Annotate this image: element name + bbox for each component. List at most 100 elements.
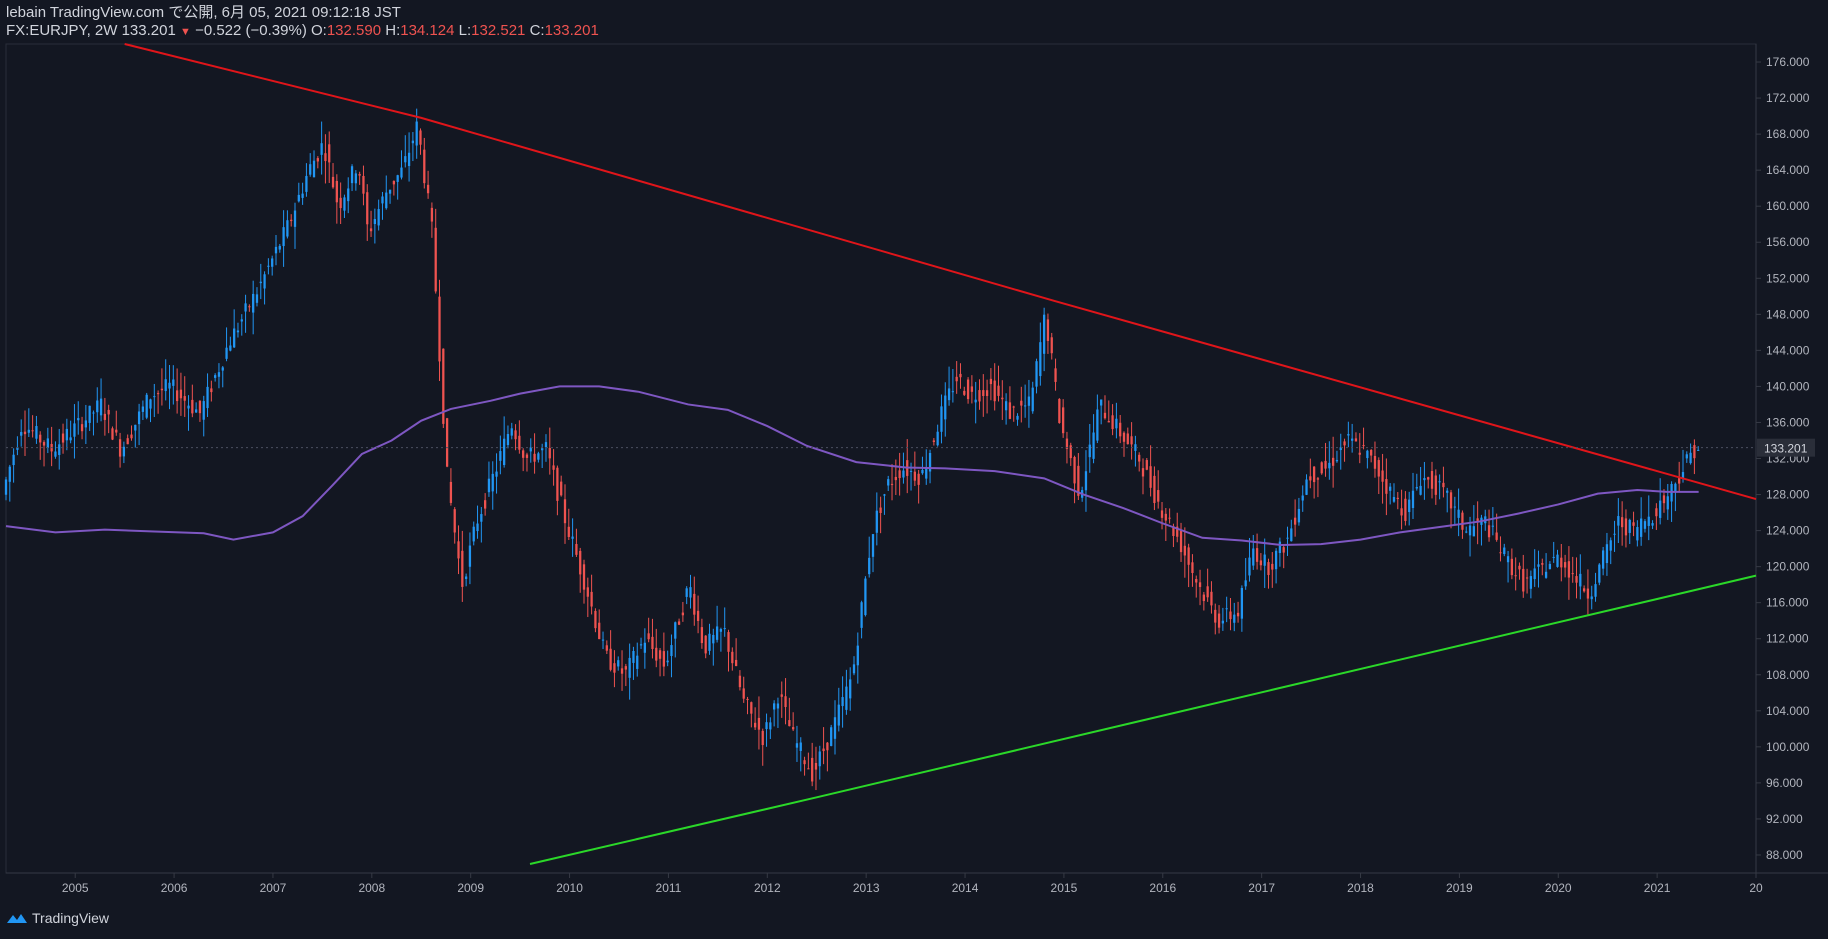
candle-body: [118, 439, 122, 457]
tradingview-logo-icon: [7, 914, 27, 923]
candle-body: [1138, 454, 1141, 462]
candle-body: [309, 164, 312, 175]
x-tick-label: 2009: [457, 881, 484, 895]
candle-body: [134, 424, 137, 431]
candle-body: [1119, 422, 1122, 437]
candle-body: [1358, 452, 1361, 455]
candle-body: [845, 686, 848, 710]
x-tick-label: 2010: [556, 881, 583, 895]
y-tick-label: 96.000: [1766, 776, 1803, 790]
footer-brand[interactable]: TradingView: [6, 910, 109, 926]
candle-body: [274, 246, 278, 254]
candle-body: [1655, 508, 1658, 517]
candle-body: [1278, 541, 1282, 553]
candle-body: [632, 651, 635, 663]
candle-body: [1046, 319, 1050, 341]
candle-body: [96, 400, 99, 413]
candle-body: [818, 751, 821, 767]
candle-body: [944, 395, 947, 420]
candle-body: [947, 388, 951, 401]
candles-group: [4, 108, 1700, 791]
candle-body: [503, 438, 506, 466]
x-tick-label: 2008: [358, 881, 385, 895]
candle-body: [42, 442, 46, 446]
candle-body: [1685, 454, 1688, 459]
candle-body: [1624, 518, 1628, 536]
candle-body: [849, 679, 852, 699]
candle-body: [1062, 407, 1065, 434]
candle-body: [750, 702, 753, 714]
candle-body: [1255, 548, 1259, 562]
candle-body: [1442, 482, 1445, 488]
candle-body: [1541, 563, 1544, 565]
candle-body: [1423, 478, 1426, 481]
candle-body: [533, 453, 536, 462]
candle-body: [1058, 398, 1061, 423]
candle-body: [575, 543, 578, 555]
candle-body: [69, 437, 72, 441]
candle-body: [293, 210, 297, 227]
y-tick-label: 144.000: [1766, 343, 1810, 357]
candle-body: [1430, 471, 1434, 489]
candle-body: [1601, 550, 1605, 569]
candle-body: [404, 156, 407, 163]
candle-body: [343, 197, 346, 211]
candle-body: [179, 389, 183, 399]
candle-body: [1548, 563, 1552, 570]
candle-body: [1522, 568, 1525, 592]
candle-body: [715, 626, 719, 640]
candle-body: [955, 376, 958, 382]
brand-label: TradingView: [32, 910, 110, 926]
y-tick-label: 140.000: [1766, 379, 1810, 393]
candle-body: [20, 432, 23, 436]
y-tick-label: 104.000: [1766, 704, 1810, 718]
candle-body: [297, 194, 300, 202]
last-price: 133.201: [121, 22, 176, 39]
candle-body: [1400, 508, 1403, 516]
candle-body: [244, 303, 247, 312]
candle-body: [655, 647, 658, 661]
candle-body: [1160, 510, 1164, 518]
candle-body: [913, 471, 916, 481]
candle-body: [1293, 517, 1297, 525]
candle-body: [563, 499, 567, 524]
candle-body: [620, 668, 624, 674]
candle-body: [400, 167, 403, 178]
candle-body: [837, 704, 840, 726]
candle-body: [677, 621, 681, 625]
candle-body: [830, 727, 833, 746]
candle-body: [1225, 608, 1228, 610]
candle-body: [107, 409, 110, 415]
candle-body: [651, 636, 654, 650]
candle-body: [1499, 552, 1502, 554]
candle-body: [875, 510, 878, 533]
candle-body: [1172, 526, 1175, 537]
candle-body: [255, 294, 259, 303]
y-tick-label: 92.000: [1766, 812, 1803, 826]
candle-body: [286, 220, 289, 237]
candle-body: [1012, 406, 1015, 408]
candle-body: [160, 388, 164, 391]
candle-body: [780, 694, 783, 697]
candle-body: [887, 479, 890, 486]
y-tick-label: 148.000: [1766, 307, 1810, 321]
candle-body: [647, 633, 650, 640]
candle-body: [582, 564, 586, 590]
candle-body: [388, 189, 392, 194]
candle-body: [799, 742, 802, 751]
candle-body: [362, 175, 365, 194]
candle-body: [4, 479, 8, 495]
candle-body: [1697, 449, 1700, 451]
candle-body: [624, 666, 627, 670]
candle-body: [579, 550, 582, 575]
candle-body: [757, 717, 761, 730]
candle-body: [1039, 342, 1042, 377]
candle-body: [674, 622, 677, 639]
candle-body: [879, 507, 882, 514]
candle-body: [137, 411, 141, 425]
candle-body: [58, 444, 61, 455]
candle-body: [1179, 530, 1183, 553]
candle-body: [99, 398, 103, 416]
candle-body: [1305, 479, 1308, 495]
